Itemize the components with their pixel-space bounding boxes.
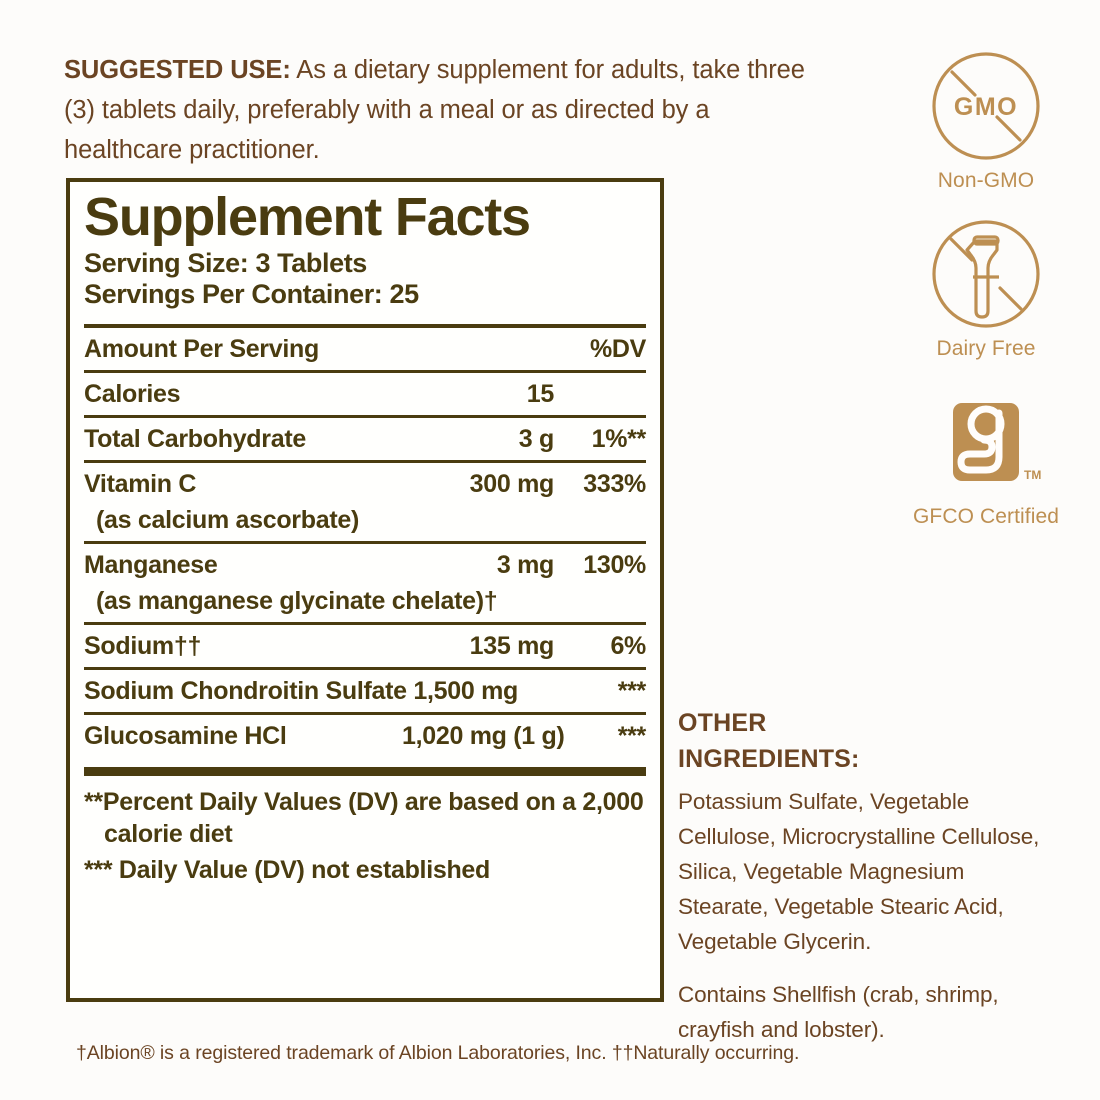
table-row: Manganese 3 mg 130% (84, 544, 646, 586)
row-name: Calories (84, 380, 181, 408)
other-ingredients-title-line2: INGREDIENTS: (678, 745, 860, 773)
non-gmo-icon: GMO (900, 44, 1072, 168)
row-subname: (as calcium ascorbate) (96, 506, 359, 534)
row-separator (84, 541, 646, 544)
table-header-row: Amount Per Serving %DV (84, 328, 646, 370)
row-name: Vitamin C (84, 470, 197, 498)
footnotes-block: **Percent Daily Values (DV) are based on… (84, 776, 646, 886)
table-row: Sodium†† 135 mg 6% (84, 625, 646, 667)
other-ingredients-title-line1: OTHER (678, 709, 767, 737)
other-ingredients-list: Potassium Sulfate, Vegetable Cellulose, … (678, 789, 1040, 954)
table-row: Calories 15 (84, 373, 646, 415)
supplement-facts-title: Supplement Facts (84, 187, 531, 247)
allergen-statement: Contains Shellfish (crab, shrimp, crayfi… (678, 982, 999, 1042)
other-ingredients-block: OTHER INGREDIENTS: Potassium Sulfate, Ve… (678, 705, 1048, 1065)
table-row: Total Carbohydrate 3 g 1%** (84, 418, 646, 460)
row-amount: 135 mg (469, 632, 555, 660)
supplement-facts-panel: Supplement Facts Serving Size: 3 Tablets… (66, 178, 664, 1002)
row-name: Total Carbohydrate (84, 425, 306, 453)
row-dv: 130% (583, 551, 646, 579)
row-separator (84, 460, 646, 463)
row-amount: 3 mg (496, 551, 554, 579)
row-separator (84, 415, 646, 418)
row-dv: *** (617, 722, 647, 750)
row-amount: 300 mg (469, 470, 555, 498)
row-dv: 6% (610, 632, 646, 660)
badge-caption: GFCO Certified (912, 505, 1060, 528)
row-dv: 1%** (591, 425, 647, 453)
row-name: Glucosamine HCl (84, 722, 287, 750)
svg-text:TM: TM (1024, 468, 1041, 482)
certification-badges: GMO Non-GMO Dairy Free (900, 44, 1072, 548)
badge-caption: Non-GMO (937, 169, 1035, 192)
row-name: Sodium Chondroitin Sulfate 1,500 mg (84, 677, 518, 705)
rule-header-bottom (84, 370, 646, 373)
suggested-use-block: SUGGESTED USE: As a dietary supplement f… (64, 50, 824, 170)
rule-above-footnotes (84, 767, 646, 776)
row-amount: 3 g (518, 425, 555, 453)
row-amount: 15 (526, 380, 555, 408)
row-separator (84, 712, 646, 715)
suggested-use-heading: SUGGESTED USE: (64, 56, 291, 84)
table-row: Sodium Chondroitin Sulfate 1,500 mg *** (84, 670, 646, 712)
gfco-logo-icon: TM (900, 380, 1072, 504)
row-subname: (as manganese glycinate chelate)† (96, 587, 498, 615)
row-dv: 333% (583, 470, 646, 498)
row-name: Sodium†† (84, 632, 202, 660)
amount-per-serving-label: Amount Per Serving (84, 335, 319, 363)
trademark-footnote: †Albion® is a registered trademark of Al… (76, 1042, 800, 1064)
serving-size: Serving Size: 3 Tablets (84, 248, 367, 278)
footnote-item: **Percent Daily Values (DV) are based on… (84, 788, 644, 848)
row-name: Manganese (84, 551, 218, 579)
footnote-item: *** Daily Value (DV) not established (84, 856, 490, 884)
dairy-free-icon (900, 212, 1072, 336)
badge-dairy-free: Dairy Free (900, 212, 1072, 362)
table-row: Vitamin C 300 mg 333% (84, 463, 646, 505)
badge-non-gmo: GMO Non-GMO (900, 44, 1072, 194)
suggested-use-text: As a dietary supplement for adults, take… (64, 56, 805, 164)
table-row: Glucosamine HCl 1,020 mg (1 g) *** (84, 715, 646, 757)
row-separator (84, 622, 646, 625)
row-amount: 1,020 mg (1 g) (402, 722, 565, 750)
rule-above-header (84, 324, 646, 328)
servings-per-container: Servings Per Container: 25 (84, 279, 419, 309)
row-separator (84, 667, 646, 670)
badge-caption: Dairy Free (936, 337, 1036, 360)
svg-text:GMO: GMO (954, 93, 1018, 121)
percent-dv-label: %DV (589, 335, 646, 363)
badge-gfco-certified: TM GFCO Certified (900, 380, 1072, 530)
row-dv: *** (617, 677, 647, 705)
